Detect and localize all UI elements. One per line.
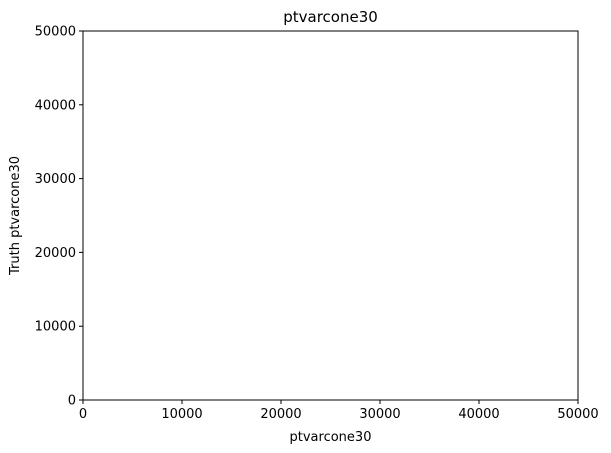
y-tick-label: 30000 bbox=[35, 172, 76, 187]
x-axis-ticks: 0 10000 20000 30000 40000 50000 bbox=[79, 400, 599, 422]
plot-frame bbox=[82, 30, 579, 401]
x-tick-label: 10000 bbox=[161, 407, 202, 422]
x-tick-label: 30000 bbox=[359, 407, 400, 422]
y-tick-label: 20000 bbox=[35, 246, 76, 261]
x-tick-label: 40000 bbox=[458, 407, 499, 422]
y-tick-label: 40000 bbox=[35, 98, 76, 113]
x-tick-label: 0 bbox=[79, 407, 87, 422]
y-axis-ticks: 0 10000 20000 30000 40000 50000 bbox=[35, 25, 83, 409]
chart-title: ptvarcone30 bbox=[283, 8, 378, 26]
y-tick-label: 50000 bbox=[35, 25, 76, 40]
y-axis-label: Truth ptvarcone30 bbox=[8, 156, 23, 276]
x-tick-label: 50000 bbox=[557, 407, 598, 422]
x-axis-label: ptvarcone30 bbox=[290, 430, 372, 445]
y-tick-label: 10000 bbox=[35, 320, 76, 335]
x-tick-label: 20000 bbox=[260, 407, 301, 422]
y-tick-label: 0 bbox=[68, 394, 76, 409]
